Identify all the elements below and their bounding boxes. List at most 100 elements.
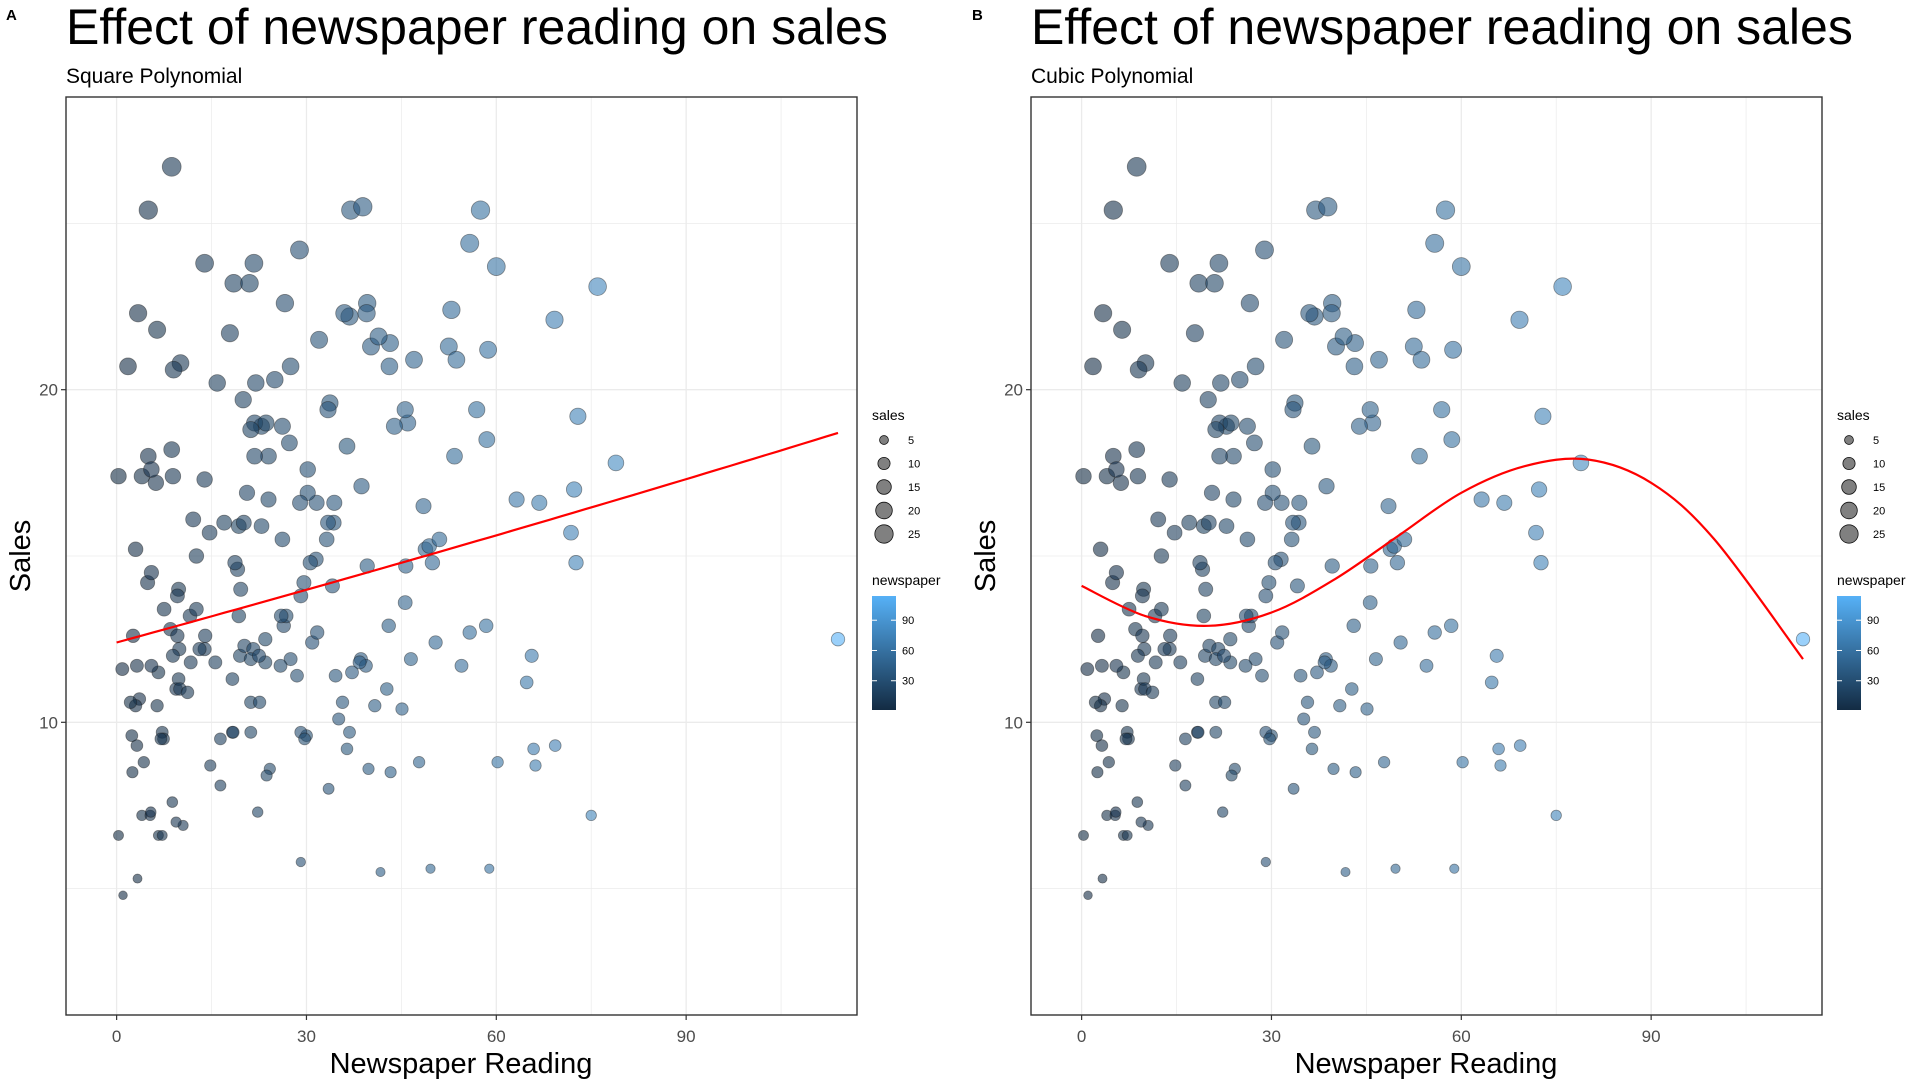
data-point: [381, 618, 396, 634]
data-point: [479, 340, 498, 359]
data-point: [148, 320, 167, 339]
data-point: [1217, 806, 1229, 818]
data-point: [1510, 310, 1529, 329]
data-point: [319, 401, 337, 419]
data-point: [428, 635, 443, 650]
size-legend-key: [1844, 435, 1854, 445]
data-point: [1530, 481, 1548, 498]
data-point: [1513, 739, 1527, 752]
data-point: [1231, 370, 1249, 389]
data-point: [1246, 357, 1265, 376]
y-axis-label: Sales: [5, 520, 37, 593]
data-point: [1190, 672, 1205, 686]
data-point: [164, 360, 183, 379]
data-points: [110, 156, 846, 901]
data-point: [352, 655, 367, 670]
color-legend-title: newspaper: [872, 572, 941, 588]
size-legend-label: 10: [1873, 459, 1885, 471]
data-point: [1198, 581, 1214, 597]
data-point: [569, 407, 587, 425]
chart-title: Effect of newspaper reading on sales: [1031, 0, 1853, 55]
data-point: [1166, 524, 1183, 541]
size-legend-key: [1840, 501, 1858, 520]
data-point: [1108, 564, 1125, 581]
data-point: [415, 498, 432, 515]
data-point: [1148, 655, 1163, 670]
data-point: [462, 625, 477, 640]
data-point: [1248, 652, 1263, 667]
size-legend-label: 10: [908, 459, 920, 471]
data-point: [227, 555, 243, 571]
data-point: [242, 421, 260, 439]
data-point: [442, 300, 461, 320]
data-point: [118, 890, 128, 901]
y-tick-label: 10: [1004, 713, 1023, 732]
data-point: [1349, 766, 1362, 779]
data-point: [127, 541, 144, 558]
data-point: [322, 782, 335, 795]
data-point: [1393, 635, 1408, 650]
data-point: [1095, 739, 1109, 752]
data-point: [137, 756, 150, 769]
data-point: [1223, 632, 1238, 647]
data-point: [1257, 494, 1274, 511]
data-point: [273, 417, 291, 435]
data-point: [1377, 756, 1391, 769]
data-point: [180, 685, 195, 700]
data-point: [1191, 725, 1205, 739]
data-point: [252, 695, 267, 709]
data-point: [1225, 447, 1242, 465]
data-point: [234, 391, 252, 409]
data-point: [1345, 682, 1359, 696]
data-point: [1534, 407, 1552, 425]
data-point: [1473, 491, 1490, 508]
data-point: [1350, 417, 1368, 435]
data-point: [1217, 695, 1232, 709]
data-point: [220, 324, 239, 343]
data-point: [1131, 796, 1144, 808]
x-tick-label: 90: [1642, 1027, 1661, 1046]
x-tick-label: 30: [297, 1027, 316, 1046]
data-point: [113, 829, 124, 841]
data-point: [1225, 491, 1242, 508]
data-point: [385, 417, 403, 435]
data-point: [1333, 699, 1347, 713]
color-legend-label: 30: [902, 676, 914, 688]
data-point: [225, 672, 240, 686]
data-point: [470, 200, 491, 220]
data-point: [1129, 360, 1148, 379]
size-legend-label: 25: [1873, 529, 1885, 541]
data-point: [183, 655, 198, 670]
data-point: [1083, 890, 1093, 901]
data-point: [1102, 756, 1115, 769]
data-point: [1407, 300, 1426, 320]
data-point: [244, 253, 264, 273]
data-point: [126, 766, 139, 779]
data-point: [425, 863, 436, 874]
data-point: [431, 531, 448, 548]
data-point: [1419, 658, 1434, 673]
data-point: [395, 702, 409, 716]
data-point: [353, 197, 373, 217]
size-legend-key: [877, 456, 891, 470]
size-legend-key: [1842, 456, 1856, 470]
data-point: [1169, 759, 1182, 772]
data-point: [1135, 816, 1147, 828]
data-point: [165, 648, 180, 663]
panel-tag: B: [972, 7, 983, 24]
data-point: [125, 729, 139, 742]
data-point: [1412, 350, 1431, 369]
data-point: [129, 658, 144, 673]
data-point: [1209, 253, 1229, 273]
data-point: [1255, 668, 1269, 683]
data-point: [508, 491, 525, 508]
data-point: [1255, 240, 1274, 260]
data-point: [1075, 467, 1092, 485]
data-point: [1368, 652, 1383, 667]
data-point: [1310, 665, 1324, 680]
data-point: [1090, 729, 1104, 742]
data-point: [335, 695, 350, 709]
data-point: [1179, 779, 1192, 792]
data-point: [1444, 340, 1463, 359]
data-point: [280, 434, 298, 452]
